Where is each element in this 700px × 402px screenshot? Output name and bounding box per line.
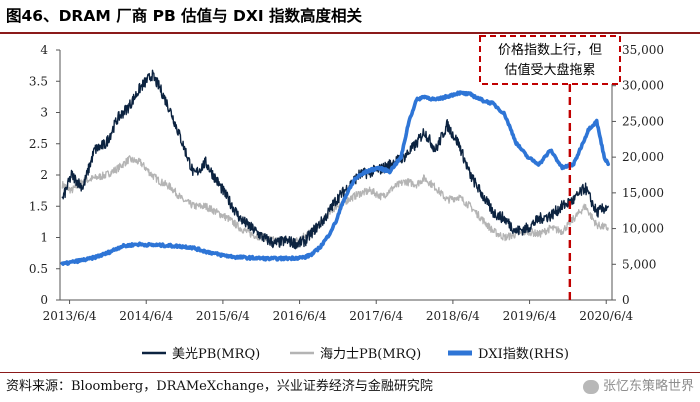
y-left-tick-label: 4 bbox=[40, 43, 48, 57]
y-right-tick-label: 20,000 bbox=[622, 150, 664, 164]
y-left-tick-label: 1 bbox=[40, 231, 48, 245]
annotation-line-1: 价格指数上行，但 bbox=[498, 42, 602, 58]
x-tick-label: 2020/6/4 bbox=[579, 309, 633, 323]
x-tick-label: 2016/6/4 bbox=[273, 309, 327, 323]
annotation-box bbox=[479, 35, 621, 85]
legend-label: DXI指数(RHS) bbox=[478, 347, 569, 362]
legend-label: 海力士PB(MRQ) bbox=[320, 347, 421, 362]
watermark: 张忆东策略世界 bbox=[582, 376, 694, 398]
x-tick-label: 2015/6/4 bbox=[196, 309, 250, 323]
x-tick-label: 2014/6/4 bbox=[119, 309, 173, 323]
x-tick-label: 2019/6/4 bbox=[503, 309, 557, 323]
y-left-tick-label: 0 bbox=[40, 293, 48, 307]
wechat-icon bbox=[582, 380, 599, 394]
series-line-dark bbox=[61, 69, 609, 250]
y-right-tick-label: 10,000 bbox=[622, 222, 664, 236]
chart: 0 0.5 1 1.5 2 2.5 3 3.5 4 0 5,000 10,000 15,000 20,00… bbox=[29, 35, 664, 362]
source-note: 资料来源：Bloomberg，DRAMeXchange，兴业证券经济与金融研究院 bbox=[6, 379, 433, 394]
watermark-text: 张忆东策略世界 bbox=[602, 379, 694, 394]
y-right-tick-label: 35,000 bbox=[622, 43, 664, 57]
y-left-tick-label: 3 bbox=[40, 106, 48, 120]
y-right-tick-label: 25,000 bbox=[622, 114, 664, 128]
y-right-tick-label: 30,000 bbox=[622, 79, 664, 93]
footer-divider bbox=[0, 372, 700, 373]
y-right-tick-label: 0 bbox=[622, 293, 630, 307]
y-left-tick-label: 2 bbox=[40, 168, 48, 182]
y-left-tick-label: 2.5 bbox=[29, 137, 48, 151]
title-divider bbox=[0, 32, 700, 34]
annotation-line-2: 估值受大盘拖累 bbox=[504, 62, 595, 78]
y-left-tick-label: 0.5 bbox=[29, 262, 48, 276]
series-line-blue bbox=[60, 90, 610, 266]
legend-label: 美光PB(MRQ) bbox=[172, 347, 260, 362]
y-right-tick-label: 5,000 bbox=[622, 257, 656, 271]
y-left-tick-label: 1.5 bbox=[29, 199, 48, 213]
x-tick-label: 2013/6/4 bbox=[43, 309, 97, 323]
x-tick-label: 2018/6/4 bbox=[426, 309, 480, 323]
x-tick-label: 2017/6/4 bbox=[349, 309, 403, 323]
y-left-tick-label: 3.5 bbox=[29, 74, 48, 88]
y-right-tick-label: 15,000 bbox=[622, 186, 664, 200]
chart-title: 图46、DRAM 厂商 PB 估值与 DXI 指数高度相关 bbox=[6, 7, 363, 25]
